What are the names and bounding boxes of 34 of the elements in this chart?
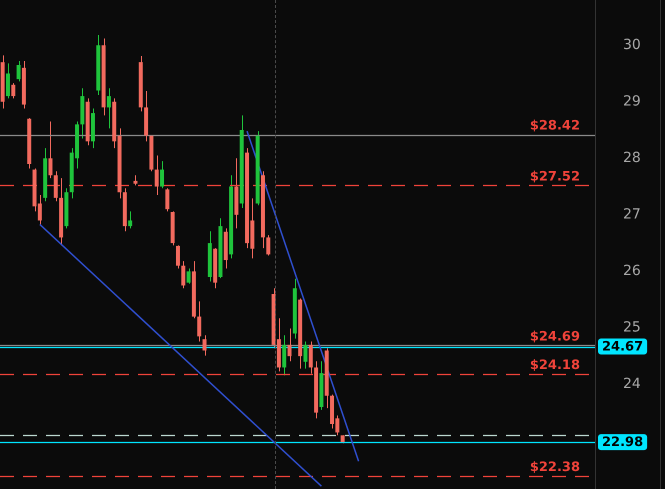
candlestick: [181, 260, 186, 289]
candlestick: [186, 268, 191, 284]
candlestick: [54, 170, 58, 202]
candlestick: [48, 121, 52, 179]
candlestick: [154, 154, 159, 196]
candlestick: [160, 160, 164, 189]
candlestick: [197, 300, 202, 342]
candlestick: [202, 334, 207, 356]
candlestick: [282, 334, 286, 376]
candlestick: [176, 244, 180, 270]
candlestick: [128, 210, 132, 229]
ref-line-label: $28.42: [530, 118, 580, 134]
ref-line-label: $24.69: [530, 329, 580, 344]
candlestick: [16, 60, 21, 82]
candlestick: [165, 188, 170, 212]
candlestick: [303, 340, 308, 370]
candlestick: [288, 328, 292, 362]
candlestick: [266, 234, 270, 256]
y-tick-label: 29: [623, 93, 641, 110]
y-tick-label: 27: [623, 206, 641, 222]
ref-line-label: $22.38: [530, 460, 580, 475]
ref-line-label: 24.67: [602, 339, 644, 354]
y-tick-label: 30: [623, 36, 641, 53]
candlestick: [11, 82, 16, 99]
y-tick-label: 26: [623, 262, 641, 279]
y-tick-label: 25: [623, 320, 641, 336]
ref-line-label: 22.98: [602, 434, 644, 450]
y-tick-label: 24: [623, 376, 641, 392]
ref-line-label: $24.18: [530, 358, 580, 374]
candlestick: [106, 88, 111, 129]
ref-line-label: $27.52: [530, 169, 580, 184]
y-tick-label: 28: [623, 150, 641, 166]
candlestick: [6, 62, 10, 99]
candlestick: [308, 340, 313, 374]
